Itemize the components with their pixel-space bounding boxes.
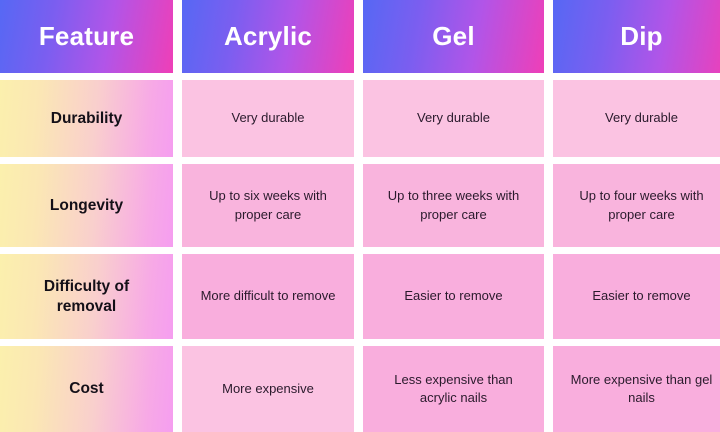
- row-header-longevity: Longevity: [0, 164, 173, 247]
- column-header-dip: Dip: [553, 0, 720, 73]
- cell-difficulty-dip: Easier to remove: [553, 254, 720, 339]
- column-header-feature-label: Feature: [38, 21, 135, 52]
- cell-cost-dip-text: More expensive than gel nails: [570, 371, 713, 405]
- cell-cost-dip: More expensive than gel nails: [553, 346, 720, 432]
- column-header-acrylic: Acrylic: [182, 0, 354, 73]
- cell-durability-acrylic-text: Very durable: [231, 110, 305, 126]
- cell-difficulty-gel-text: Easier to remove: [404, 288, 503, 304]
- cell-cost-gel: Less expensive than acrylic nails: [363, 346, 544, 432]
- cell-longevity-gel: Up to three weeks with proper care: [363, 164, 544, 247]
- column-header-gel-label: Gel: [432, 21, 475, 52]
- cell-difficulty-acrylic-text: More difficult to remove: [200, 288, 336, 304]
- cell-longevity-acrylic-text: Up to six weeks with proper care: [209, 188, 327, 222]
- row-header-difficulty-of-removal: Difficulty of removal: [0, 254, 173, 339]
- cell-cost-gel-text: Less expensive than acrylic nails: [394, 371, 513, 405]
- column-header-dip-label: Dip: [620, 21, 663, 52]
- row-header-durability-label: Durability: [50, 109, 123, 127]
- cell-longevity-dip-text: Up to four weeks with proper care: [579, 188, 704, 222]
- column-header-gel: Gel: [363, 0, 544, 73]
- column-header-acrylic-label: Acrylic: [223, 21, 313, 52]
- cell-longevity-gel-text: Up to three weeks with proper care: [387, 188, 520, 222]
- cell-longevity-acrylic: Up to six weeks with proper care: [182, 164, 354, 247]
- column-header-feature: Feature: [0, 0, 173, 73]
- cell-difficulty-acrylic: More difficult to remove: [182, 254, 354, 339]
- cell-cost-acrylic: More expensive: [182, 346, 354, 432]
- cell-difficulty-dip-text: Easier to remove: [592, 288, 691, 304]
- cell-durability-gel: Very durable: [363, 80, 544, 157]
- cell-difficulty-gel: Easier to remove: [363, 254, 544, 339]
- cell-durability-dip-text: Very durable: [605, 110, 678, 126]
- cell-longevity-dip: Up to four weeks with proper care: [553, 164, 720, 247]
- cell-durability-acrylic: Very durable: [182, 80, 354, 157]
- cell-durability-gel-text: Very durable: [417, 110, 490, 126]
- row-header-cost-label: Cost: [69, 380, 104, 398]
- row-header-longevity-label: Longevity: [49, 196, 124, 214]
- cell-durability-dip: Very durable: [553, 80, 720, 157]
- row-header-difficulty-of-removal-label: Difficulty of removal: [43, 277, 130, 315]
- cell-cost-acrylic-text: More expensive: [222, 380, 314, 396]
- row-header-durability: Durability: [0, 80, 173, 157]
- row-header-cost: Cost: [0, 346, 173, 432]
